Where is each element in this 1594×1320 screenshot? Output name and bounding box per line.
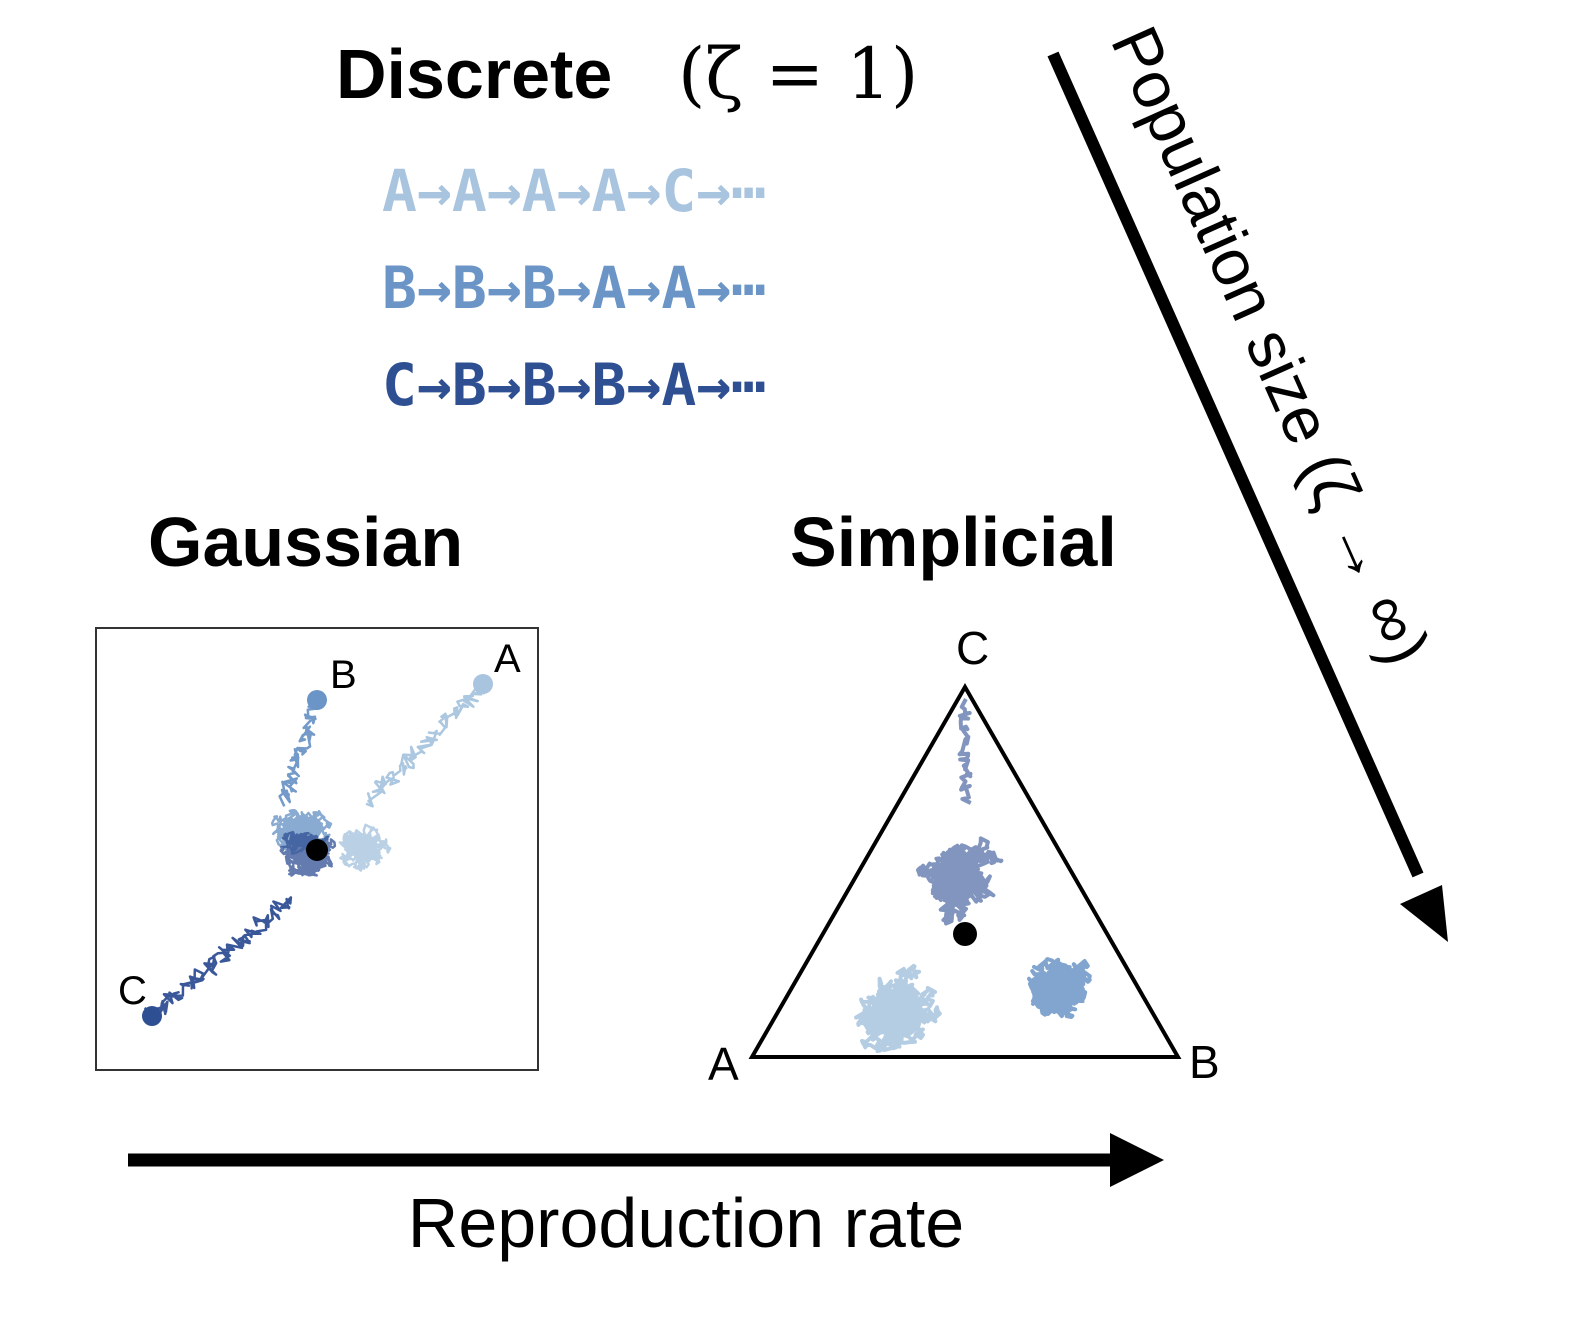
discrete-title: Discrete <box>336 35 612 113</box>
simplicial-title: Simplicial <box>790 503 1117 581</box>
gaussian-point-a <box>473 674 493 694</box>
sequence-b: B→B→B→A→A→⋯ <box>382 254 766 322</box>
simplex-walk-top <box>957 698 973 805</box>
gaussian-center-point <box>306 839 328 861</box>
walk-from-a <box>365 680 487 808</box>
walk-from-b <box>278 699 321 807</box>
gaussian-label-c: C <box>118 969 147 1013</box>
simplex-walk-medium <box>1027 957 1092 1019</box>
reproduction-rate-arrowhead <box>1110 1133 1164 1187</box>
gaussian-title: Gaussian <box>148 503 463 581</box>
reproduction-rate-label: Reproduction rate <box>408 1184 964 1262</box>
simplex-vertex-c: C <box>956 622 989 674</box>
simplex-vertex-b: B <box>1189 1036 1220 1088</box>
gaussian-point-c <box>142 1006 162 1026</box>
sequence-a: A→A→A→A→C→⋯ <box>382 157 766 225</box>
walk-cloud-light <box>338 823 392 872</box>
walk-from-c <box>143 896 293 1022</box>
simplex-vertex-a: A <box>708 1038 739 1090</box>
gaussian-point-b <box>307 690 327 710</box>
gaussian-label-a: A <box>494 637 521 681</box>
simplex-walk-light <box>854 963 942 1054</box>
population-size-arrowhead <box>1400 885 1448 942</box>
sequence-c: C→B→B→B→A→⋯ <box>382 351 766 419</box>
population-size-arrow-shaft <box>1047 51 1424 878</box>
gaussian-label-b: B <box>330 653 357 697</box>
simplicial-random-walks <box>854 698 1092 1054</box>
simplex-triangle <box>748 682 1182 1059</box>
population-size-label: Population size (ζ → ∞) <box>1097 16 1445 675</box>
simplex-center-point <box>953 922 977 946</box>
discrete-formula: (ζ = 1) <box>678 33 918 115</box>
simplex-walk-dark <box>916 836 1004 926</box>
